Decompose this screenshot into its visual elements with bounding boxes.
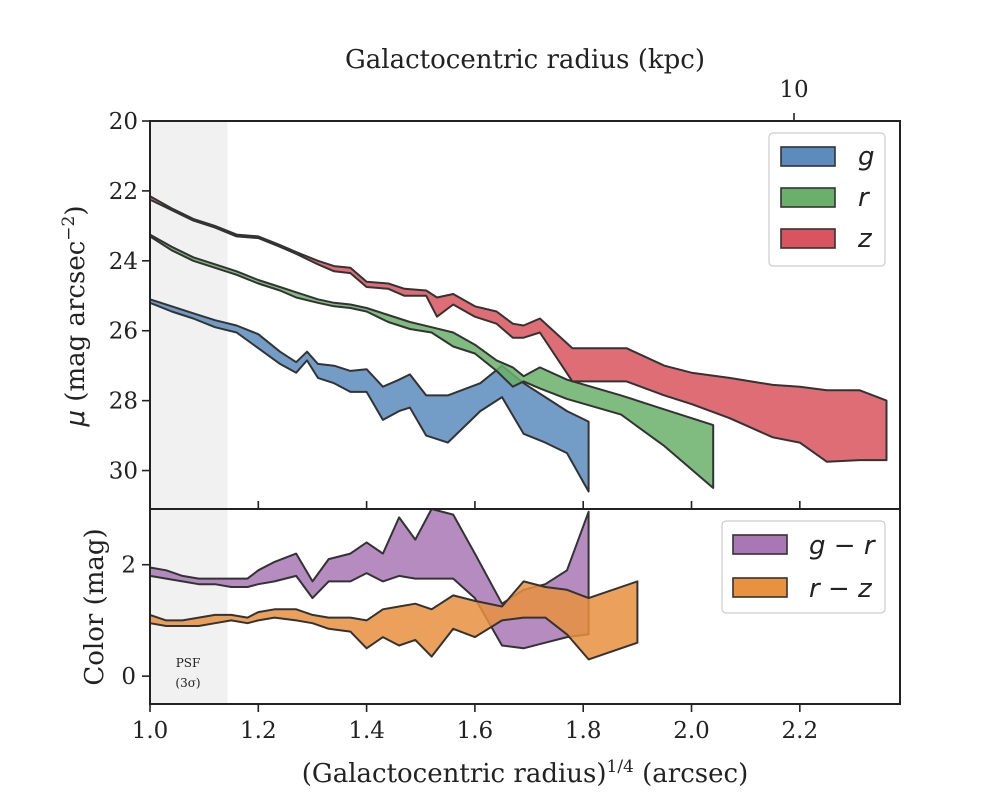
x-tick-label: 1.2 xyxy=(240,718,277,744)
band-z xyxy=(149,195,888,463)
legend-swatch-z xyxy=(780,228,836,249)
y-tick-label: 20 xyxy=(109,109,138,135)
legend-label-g: g xyxy=(858,142,875,172)
legend-g-minus-r-minus: − xyxy=(826,531,864,561)
y-tick-label: 28 xyxy=(109,389,138,415)
x-axis-title-exponent: 1/4 xyxy=(607,757,634,777)
y-axis-mu-symbol: μ xyxy=(61,410,91,428)
y-axis-title-bottom: Color (mag) xyxy=(80,528,110,685)
y-axis-unit-close: ) xyxy=(61,205,91,215)
legend-top: g r z xyxy=(768,132,886,267)
psf-shade-bottom xyxy=(150,509,228,704)
x-tick-label: 1.8 xyxy=(565,718,602,744)
legend-swatch-g xyxy=(780,146,836,167)
y-tick-label: 30 xyxy=(109,459,138,485)
plot-frame-bottom xyxy=(149,508,901,705)
legend-label-r-minus-z: r − z xyxy=(809,574,873,604)
legend-swatch-g-minus-r xyxy=(732,534,788,555)
x-axis-title-unit: (arcsec) xyxy=(634,759,748,789)
legend-swatch-r-minus-z xyxy=(732,577,788,598)
legend-r-minus-z-b: z xyxy=(857,574,873,604)
psf-annotation-line2: (3σ) xyxy=(175,676,200,690)
x-ticks-bottom: 1.0 1.2 1.4 1.6 1.8 2.0 2.2 xyxy=(132,501,818,744)
x-tick-label: 1.6 xyxy=(457,718,494,744)
color-bands xyxy=(149,508,639,661)
x-tick-label: 2.0 xyxy=(673,718,710,744)
legend-g-minus-r-a: g xyxy=(809,531,826,561)
psf-annotation-line1: PSF xyxy=(176,656,201,670)
band-r xyxy=(149,233,715,489)
y-tick-label: 22 xyxy=(109,179,138,205)
y-axis-title-top: μ (mag arcsec−2) xyxy=(59,205,91,427)
y-axis-unit: (mag arcsec xyxy=(61,241,91,410)
y-tick-label: 0 xyxy=(121,664,136,690)
x-axis-title: (Galactocentric radius)1/4 (arcsec) xyxy=(302,757,748,789)
surface-brightness-bands xyxy=(149,195,888,493)
legend-r-minus-z-a: r xyxy=(809,574,822,604)
y-axis-unit-exponent: −2 xyxy=(59,216,79,241)
x-axis-title-main: (Galactocentric radius) xyxy=(302,759,607,789)
y-tick-label: 26 xyxy=(109,319,138,345)
x-ticks-top-axis-kpc: 1020305075100150 xyxy=(779,77,809,121)
legend-g-minus-r-b: r xyxy=(864,531,877,561)
legend-label-r: r xyxy=(858,183,871,213)
y-ticks-top: 20 22 24 26 28 30 xyxy=(109,109,150,485)
y-ticks-bottom: 02 xyxy=(121,553,150,690)
legend-swatch-r xyxy=(780,187,836,208)
band-g xyxy=(149,298,590,493)
y-tick-label: 2 xyxy=(121,553,136,579)
band-rz xyxy=(149,580,639,661)
legend-bottom: g − r r − z xyxy=(721,520,886,614)
legend-label-z: z xyxy=(857,224,873,254)
top-axis-title: Galactocentric radius (kpc) xyxy=(345,45,705,75)
legend-r-minus-z-minus: − xyxy=(820,574,858,604)
legend-label-g-minus-r: g − r xyxy=(809,531,877,561)
surface-brightness-panel: 20 22 24 26 28 30 1020305075100150 Galactocen… xyxy=(59,45,901,510)
color-panel: 02 1.0 1.2 1.4 1.6 1.8 2.0 2.2 PSF (3σ) Color … xyxy=(80,501,901,789)
x-tick-label: 1.0 xyxy=(132,718,169,744)
x-tick-label: 2.2 xyxy=(782,718,819,744)
x-tick-label: 1.4 xyxy=(348,718,385,744)
top-tick-label: 10 xyxy=(779,77,808,103)
y-tick-label: 24 xyxy=(109,249,138,275)
